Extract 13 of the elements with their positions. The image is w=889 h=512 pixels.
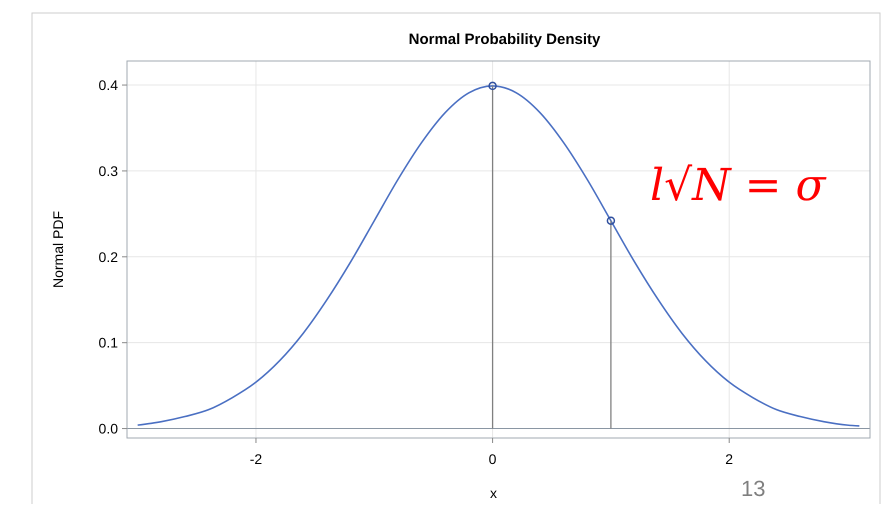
x-tick-label: -2 [250, 451, 262, 467]
chart-title: Normal Probability Density [408, 31, 602, 48]
text: 13 [741, 476, 766, 501]
x-tick-label: 2 [725, 451, 734, 467]
x-tick-label: 0 [488, 451, 497, 467]
y-tick-label: 0.4 [98, 77, 118, 94]
y-tick-label: 0.2 [98, 248, 118, 265]
y-tick-label: 0.1 [98, 334, 118, 351]
x-axis-title: x [490, 485, 497, 501]
y-tick-label: 0.3 [98, 162, 118, 179]
y-tick-label: 0.0 [98, 420, 118, 437]
y-axis-title: Normal PDF [50, 210, 66, 288]
annotation: l√N = σ [650, 160, 828, 211]
